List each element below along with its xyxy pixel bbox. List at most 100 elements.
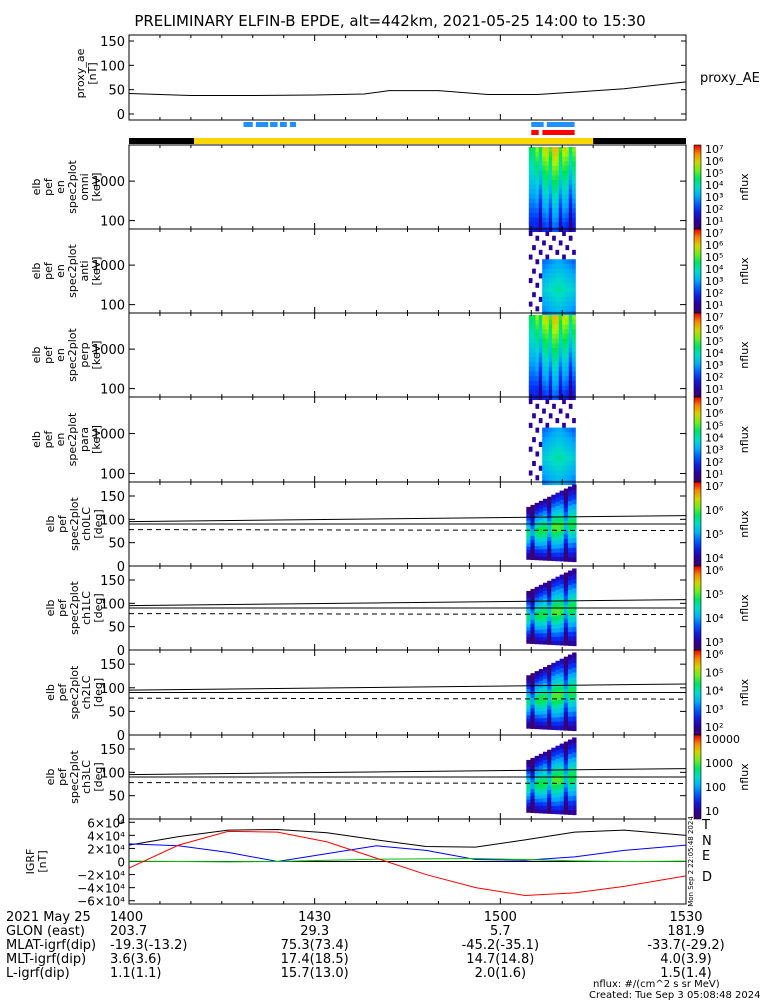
en-perp-cell [545,395,550,401]
ch3lc-cell [534,791,540,796]
ch1lc-cell [559,618,565,624]
ch2lc-cell [526,704,531,709]
en-anti-cell [535,282,540,288]
epd-mark-red [531,130,539,135]
en-anti-cell [548,278,553,284]
ch3lc-cell [559,800,565,806]
en-para-cell [568,451,573,457]
en-anti-cell [558,287,563,293]
ch2lc-cell [530,697,535,702]
en-perp-cell [552,329,556,335]
ch3lc-cell [551,805,556,810]
en-omni-cell [565,165,570,171]
ch3lc-cell [563,786,569,793]
ch0lc-cell [572,503,577,510]
en-para-cell [548,470,553,476]
en-perp-cell [565,380,570,386]
en-anti-cell [528,231,533,237]
en-para-cell [558,446,563,452]
en-perp-cell [572,352,576,358]
en-anti-cell [548,306,553,312]
en-para-cell [552,460,556,467]
ch2lc-cell [526,688,531,693]
ch3lc-cell [567,739,573,745]
ch0lc-cbar-tick: 10⁷ [705,480,723,493]
en-para-cell [562,422,566,428]
en-anti-cell [562,254,566,260]
ch1lc-ylabel-line: [deg] [92,593,105,622]
en-omni-cell [542,198,546,204]
en-omni-cell [552,212,556,218]
ch0lc-cell [572,513,577,519]
en-perp-cell [568,357,573,363]
ch2lc-cell [555,708,560,713]
ch1lc-cell [547,620,552,625]
ch0lc-cell [559,499,565,505]
en-para-cell [545,446,550,452]
en-omni-cbar-tick: 10² [705,203,723,216]
ch3lc-cell [534,809,540,814]
ch3lc-cell [534,805,540,810]
en-anti-cell [562,292,566,298]
en-anti-cell [555,282,560,288]
ch0lc-cell [526,506,531,511]
en-omni-ylabel-line: spec2plot [66,160,79,214]
igrf-ylabel-line: [nT] [36,850,49,872]
en-omni-cell [572,175,576,181]
ch0lc-cell [538,530,544,535]
ch2lc-ytick-label: 100 [100,682,125,697]
ch0lc-cell [555,547,560,553]
ch2lc-cell [559,676,565,682]
en-perp-cell [532,343,536,349]
en-anti-cell [562,287,566,293]
ch2lc-cell [555,725,560,731]
ch0lc-cell [526,542,531,547]
ch0lc-cell [551,498,556,504]
ch0lc-cell [530,549,535,554]
ch1lc-cell [572,592,577,598]
ch0lc-cell [572,542,577,548]
en-perp-cell [532,390,536,396]
en-para-cell [565,432,570,438]
en-para-cell [562,432,566,438]
en-anti-cell [565,282,570,288]
en-para-cell [562,441,566,447]
ch3lc-cell [572,771,577,777]
ch2lc-cell [538,680,544,685]
en-anti-ylabel-line: anti [78,260,91,281]
ch0lc-cell [530,538,535,543]
ch2lc-cell [538,702,544,707]
en-omni-cell [568,212,573,218]
ch3lc-cell [538,753,544,759]
en-perp-cell [528,347,533,353]
en-perp-cell [528,343,533,349]
en-anti-cell [542,263,546,269]
ch1lc-cell [559,587,565,593]
en-omni-cell [552,227,556,233]
ch2lc-cbar-tick: 10³ [705,703,723,716]
en-omni-cell [532,184,536,190]
en-omni-cell [538,161,543,167]
ch1lc-cell [555,606,560,612]
ch2lc-cell [534,717,540,722]
en-anti-cell [552,263,556,269]
en-perp-cell [558,395,563,401]
ch1lc-cell [567,570,573,576]
ch3lc-ylabel-line: spec2plot [68,750,81,804]
en-perp-cell [558,319,563,325]
en-omni-cell [565,198,570,204]
ch1lc-cell [538,592,544,597]
ch3lc-cell [559,748,565,753]
en-perp-cell [555,362,560,368]
ch2lc-cell [572,667,577,673]
ch3lc-ytick-label: 150 [100,743,125,758]
en-anti-cell [568,296,573,302]
en-perp-cell [562,357,566,363]
en-anti-cell [558,282,563,288]
en-perp-cell [532,333,536,339]
en-omni-cell [542,156,546,162]
ch1lc-cell [551,623,556,629]
ch1lc-cell [551,615,556,621]
en-para-cell [552,475,556,481]
en-omni-cell [568,165,573,171]
